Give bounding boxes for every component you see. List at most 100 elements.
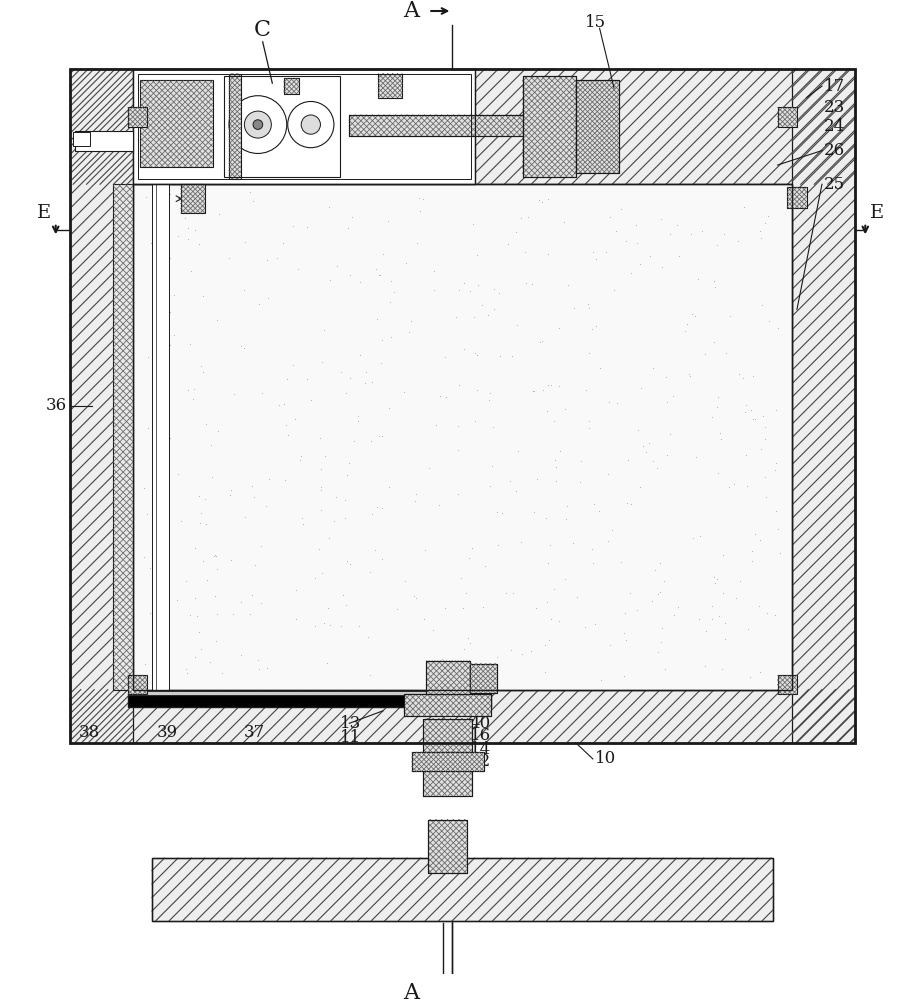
Point — [188, 540, 203, 556]
Point — [237, 282, 251, 298]
Point — [314, 461, 329, 477]
Point — [149, 613, 164, 629]
Point — [374, 332, 389, 348]
Point — [251, 652, 265, 668]
Point — [717, 547, 731, 563]
Point — [181, 220, 195, 236]
Point — [739, 397, 753, 413]
Point — [483, 385, 497, 401]
Point — [483, 478, 497, 494]
Point — [193, 505, 208, 521]
Point — [492, 285, 507, 301]
Point — [449, 668, 464, 684]
Point — [192, 488, 206, 504]
Point — [747, 526, 762, 542]
Point — [541, 191, 555, 207]
Point — [308, 570, 322, 586]
Point — [314, 502, 329, 518]
Point — [658, 661, 672, 677]
Text: C: C — [254, 19, 271, 41]
Bar — [70, 69, 855, 743]
Point — [762, 313, 776, 329]
Bar — [133, 184, 792, 690]
Point — [509, 224, 524, 240]
Text: 13: 13 — [340, 715, 361, 732]
Text: 26: 26 — [824, 142, 845, 159]
Text: 16: 16 — [470, 727, 491, 744]
Point — [183, 263, 198, 279]
Point — [768, 607, 783, 623]
Point — [277, 472, 292, 488]
Point — [287, 411, 302, 427]
Point — [667, 607, 682, 623]
Point — [170, 466, 185, 482]
Point — [467, 309, 482, 325]
Point — [556, 214, 571, 230]
Point — [321, 530, 336, 546]
Point — [649, 460, 664, 476]
Point — [406, 588, 421, 604]
Point — [432, 497, 447, 513]
Point — [671, 599, 686, 615]
Text: E: E — [869, 204, 884, 222]
Text: 24: 24 — [824, 118, 845, 135]
Point — [474, 297, 489, 313]
Point — [490, 504, 505, 520]
Point — [137, 656, 152, 672]
Point — [739, 447, 753, 463]
Point — [566, 300, 581, 316]
Point — [481, 307, 495, 323]
Bar — [181, 184, 205, 213]
Point — [203, 654, 217, 670]
Point — [225, 606, 239, 622]
Point — [462, 283, 477, 299]
Point — [470, 247, 484, 263]
Point — [617, 668, 632, 684]
Point — [416, 611, 431, 627]
Point — [465, 216, 480, 232]
Point — [663, 426, 678, 442]
Point — [299, 371, 314, 387]
Point — [187, 381, 202, 397]
Point — [210, 423, 225, 439]
Point — [532, 334, 547, 350]
Point — [408, 590, 423, 606]
Point — [312, 430, 327, 446]
Bar — [152, 858, 773, 921]
Bar — [426, 661, 470, 694]
Point — [341, 220, 356, 236]
Point — [181, 231, 196, 247]
Point — [632, 256, 647, 272]
Point — [768, 455, 783, 471]
Point — [462, 550, 477, 566]
Point — [252, 296, 267, 312]
Point — [426, 263, 441, 279]
Point — [321, 600, 335, 616]
Point — [524, 276, 539, 292]
Point — [210, 606, 225, 622]
Text: 23: 23 — [824, 99, 845, 116]
Point — [755, 408, 770, 424]
Polygon shape — [70, 690, 855, 743]
Point — [339, 385, 354, 401]
Point — [650, 644, 665, 660]
Point — [277, 396, 292, 412]
Point — [193, 641, 208, 657]
Point — [698, 658, 713, 674]
Point — [438, 389, 453, 405]
Bar — [133, 69, 475, 184]
Point — [624, 265, 638, 281]
Point — [215, 665, 229, 681]
Point — [713, 425, 728, 441]
Point — [353, 274, 367, 290]
Point — [642, 435, 657, 451]
Point — [745, 368, 760, 384]
Point — [459, 585, 473, 601]
Point — [530, 600, 544, 616]
Point — [227, 386, 241, 402]
Point — [146, 373, 161, 389]
Point — [182, 336, 197, 352]
Bar — [229, 74, 240, 179]
Point — [435, 651, 449, 667]
Point — [731, 233, 746, 249]
